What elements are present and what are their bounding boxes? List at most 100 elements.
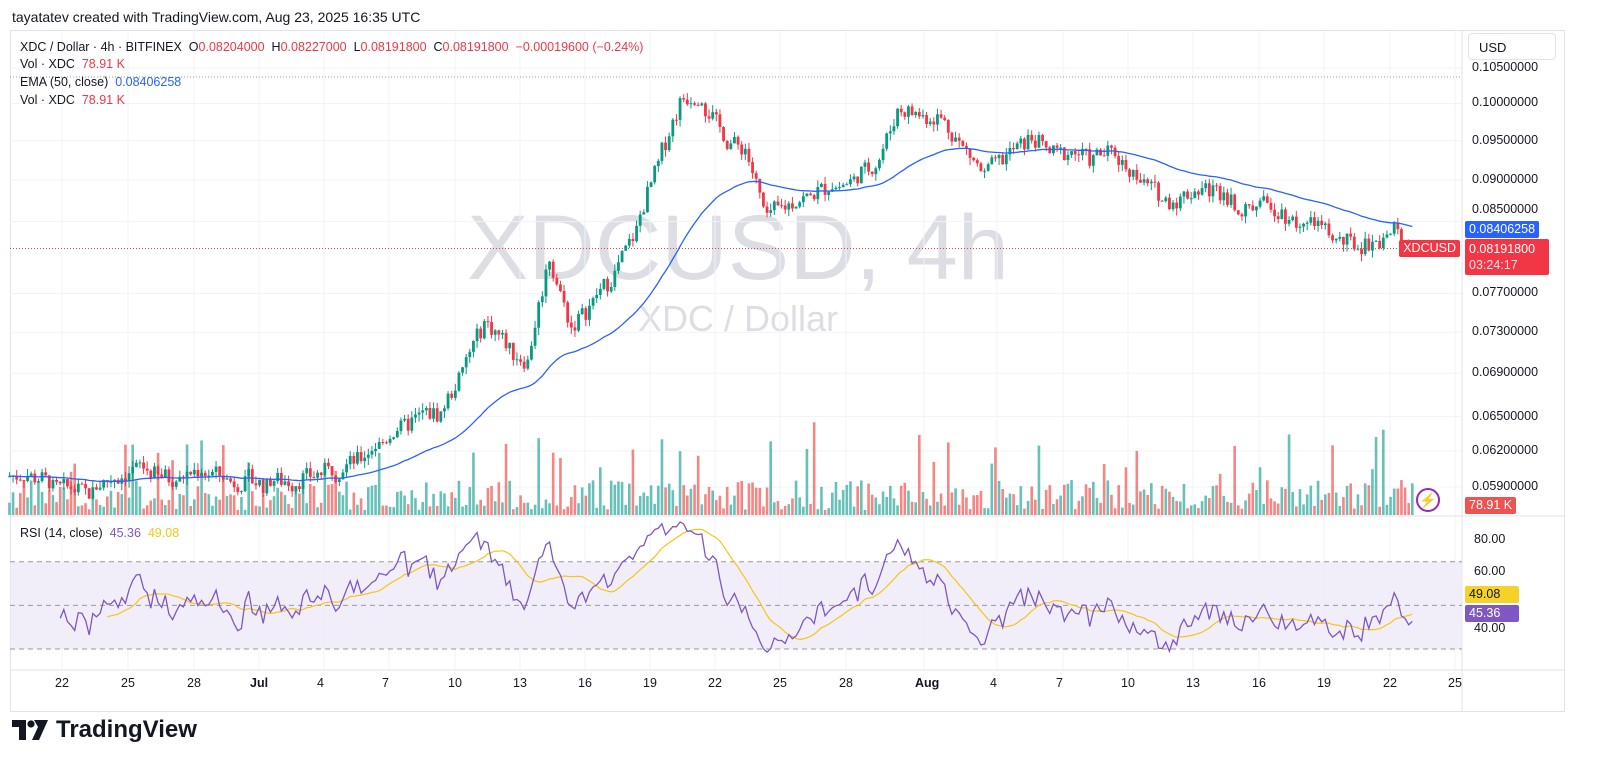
volume-bar xyxy=(657,485,660,515)
volume-bar xyxy=(976,494,979,515)
volume-bar xyxy=(312,486,316,515)
candle-body xyxy=(591,298,595,306)
volume-bar xyxy=(1026,500,1030,515)
volume-bar xyxy=(1034,499,1037,515)
candle-body xyxy=(997,155,1001,159)
legend-rsi[interactable]: RSI (14, close) 45.36 49.08 xyxy=(20,526,179,540)
volume-bar xyxy=(1233,446,1236,515)
price-tick-label: 0.07700000 xyxy=(1472,285,1539,300)
candle-body xyxy=(1211,185,1215,197)
volume-bar xyxy=(55,502,58,515)
candle-body xyxy=(936,114,939,125)
volume-bar xyxy=(606,509,609,515)
volume-bar xyxy=(334,470,337,515)
time-tick-label: Aug xyxy=(915,676,940,690)
candle-body xyxy=(878,159,881,169)
candle-body xyxy=(1294,216,1298,228)
candle-body xyxy=(298,486,301,489)
candle-body xyxy=(69,486,73,489)
legend-volume[interactable]: Vol · XDC 78.91 K xyxy=(20,57,125,71)
candle-body xyxy=(511,342,515,360)
candle-body xyxy=(530,345,533,360)
candle-body xyxy=(160,474,164,478)
candle-body xyxy=(102,479,106,488)
volume-bar xyxy=(841,489,845,515)
candle-body xyxy=(609,286,613,292)
candle-body xyxy=(1371,241,1374,251)
volume-bar xyxy=(870,494,874,515)
candle-body xyxy=(1197,191,1200,195)
candle-body xyxy=(711,112,715,119)
candle-body xyxy=(642,212,646,215)
volume-bar xyxy=(773,502,776,515)
volume-bar xyxy=(1342,497,1345,515)
candle-body xyxy=(1251,205,1255,211)
volume-bar xyxy=(1266,480,1269,515)
price-tick-label: 0.07300000 xyxy=(1472,324,1539,339)
price-tick-label: 0.05900000 xyxy=(1472,479,1539,494)
candle-body xyxy=(254,483,258,486)
volume-bar xyxy=(1284,488,1287,515)
candle-body xyxy=(29,473,33,476)
candle-body xyxy=(519,359,522,362)
volume-bar xyxy=(501,502,504,515)
volume-bar xyxy=(359,498,363,515)
candle-body xyxy=(366,454,370,458)
volume-bar xyxy=(414,498,417,515)
candle-body xyxy=(968,149,972,158)
volume-bar xyxy=(751,482,754,515)
candle-body xyxy=(544,269,548,297)
legend-vol-value: 78.91 K xyxy=(81,57,125,71)
volume-bar xyxy=(276,487,279,515)
candle-body xyxy=(1019,138,1023,144)
candle-body xyxy=(1077,154,1081,156)
volume-bar xyxy=(936,501,939,515)
legend-ema[interactable]: EMA (50, close) 0.08406258 xyxy=(20,75,181,89)
volume-bar xyxy=(1226,501,1229,515)
candle-body xyxy=(312,476,316,478)
volume-bar xyxy=(450,492,453,515)
currency-button[interactable]: USD xyxy=(1468,33,1556,60)
candle-body xyxy=(1226,192,1229,205)
volume-bar xyxy=(8,502,11,515)
candle-body xyxy=(211,471,214,476)
rsi-ma-line xyxy=(107,528,1413,641)
candle-body xyxy=(1338,236,1342,239)
candle-body xyxy=(1110,145,1113,148)
candle-body xyxy=(758,178,762,193)
volume-bar xyxy=(1392,488,1396,515)
volume-bar xyxy=(1396,488,1400,515)
volume-bar xyxy=(584,495,588,515)
volume-bar xyxy=(617,481,620,515)
candle-body xyxy=(979,163,983,172)
candle-body xyxy=(178,476,182,482)
candle-body xyxy=(1160,200,1164,202)
volume-bar xyxy=(1349,483,1352,515)
candle-body xyxy=(1236,210,1240,215)
legend-symbol[interactable]: XDC / Dollar · 4h · BITFINEX xyxy=(20,40,182,54)
time-tick-label: 4 xyxy=(990,676,997,690)
volume-bar xyxy=(1048,485,1052,515)
candle-body xyxy=(196,469,200,477)
candle-body xyxy=(457,372,461,391)
candle-body xyxy=(961,140,965,146)
volume-bar xyxy=(203,492,207,515)
candle-body xyxy=(192,469,196,475)
flash-icon[interactable]: ⚡ xyxy=(1416,488,1440,512)
legend-volume-2[interactable]: Vol · XDC 78.91 K xyxy=(20,93,125,107)
volume-bar xyxy=(1244,500,1247,515)
candle-body xyxy=(1320,220,1324,226)
volume-bar xyxy=(961,489,965,515)
candle-body xyxy=(153,466,156,479)
candle-body xyxy=(243,476,247,492)
volume-bar xyxy=(1189,505,1193,515)
candle-body xyxy=(1113,147,1117,157)
candle-body xyxy=(765,206,769,213)
candle-body xyxy=(486,321,490,323)
volume-bar xyxy=(106,496,109,515)
volume-bar xyxy=(1382,429,1385,515)
candle-body xyxy=(812,195,816,200)
volume-bar xyxy=(305,503,308,515)
volume-bar xyxy=(1182,483,1186,515)
